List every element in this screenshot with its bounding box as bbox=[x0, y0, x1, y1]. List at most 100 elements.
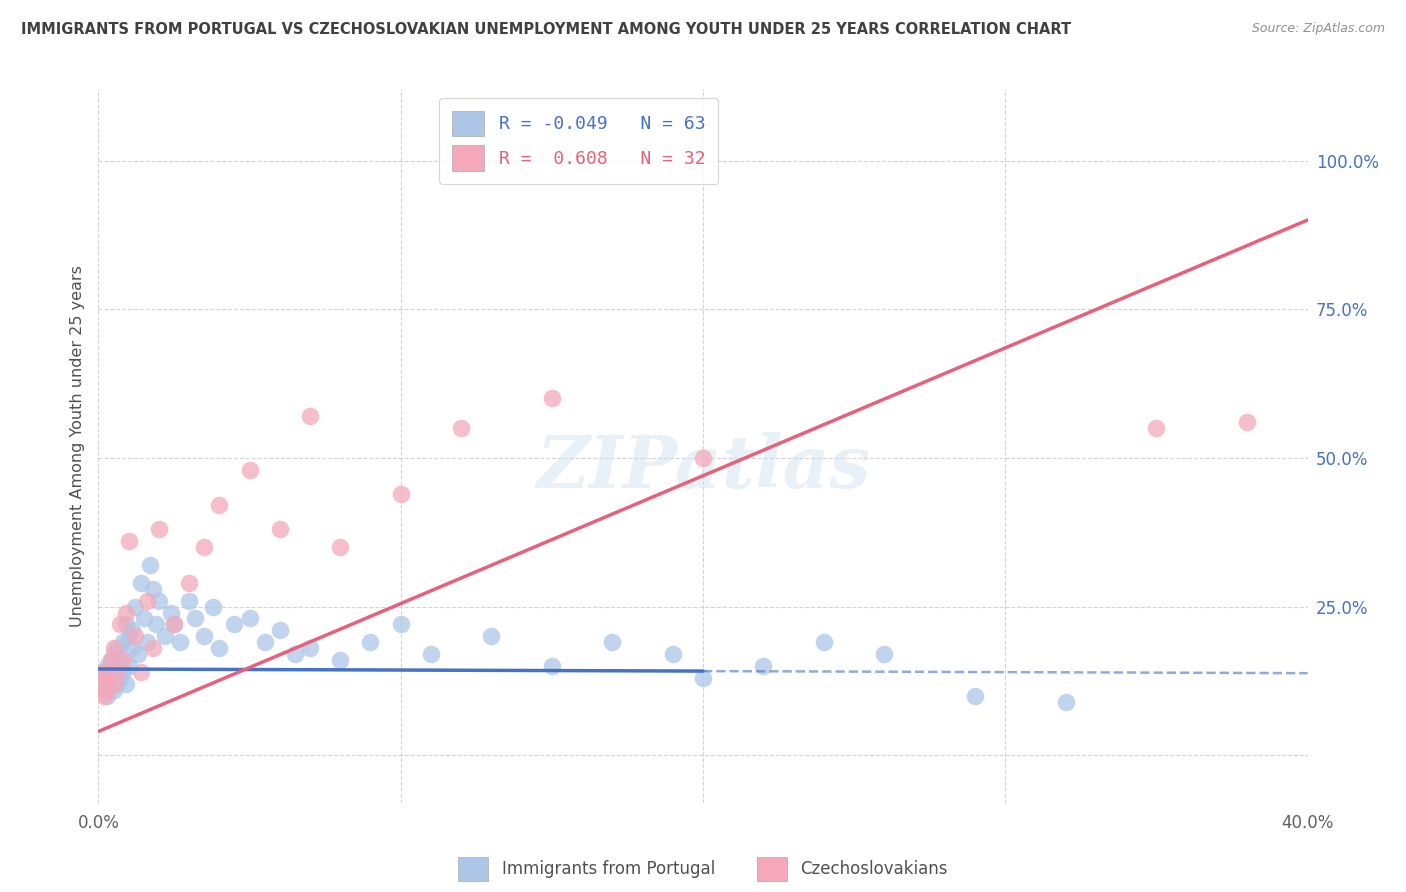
Point bbox=[121, 641, 143, 656]
Point bbox=[420, 647, 443, 661]
Point bbox=[193, 629, 215, 643]
Point bbox=[1054, 695, 1077, 709]
Point bbox=[239, 611, 262, 625]
Point bbox=[299, 409, 322, 424]
Point bbox=[135, 635, 157, 649]
Point bbox=[540, 392, 562, 406]
Point bbox=[103, 682, 125, 697]
Point bbox=[148, 522, 170, 536]
Point bbox=[100, 671, 122, 685]
Point bbox=[103, 641, 125, 656]
Point bbox=[105, 659, 128, 673]
Text: Source: ZipAtlas.com: Source: ZipAtlas.com bbox=[1251, 22, 1385, 36]
Point bbox=[169, 635, 191, 649]
Point bbox=[100, 677, 122, 691]
Point bbox=[329, 653, 352, 667]
Point bbox=[160, 606, 183, 620]
Point bbox=[450, 421, 472, 435]
Point bbox=[105, 641, 128, 656]
Point bbox=[114, 617, 136, 632]
Point bbox=[389, 486, 412, 500]
Point bbox=[93, 665, 115, 679]
Legend: Immigrants from Portugal, Czechoslovakians: Immigrants from Portugal, Czechoslovakia… bbox=[451, 850, 955, 888]
Point bbox=[96, 659, 118, 673]
Point bbox=[108, 617, 131, 632]
Point bbox=[103, 647, 125, 661]
Point bbox=[813, 635, 835, 649]
Point bbox=[662, 647, 685, 661]
Point bbox=[142, 641, 165, 656]
Point bbox=[100, 653, 122, 667]
Point bbox=[360, 635, 382, 649]
Y-axis label: Unemployment Among Youth under 25 years: Unemployment Among Youth under 25 years bbox=[69, 265, 84, 627]
Point bbox=[540, 659, 562, 673]
Point bbox=[481, 629, 503, 643]
Point bbox=[1144, 421, 1167, 435]
Point bbox=[299, 641, 322, 656]
Point bbox=[1236, 415, 1258, 429]
Point bbox=[96, 682, 118, 697]
Point bbox=[105, 677, 128, 691]
Point bbox=[96, 677, 118, 691]
Point bbox=[103, 665, 125, 679]
Point bbox=[163, 617, 186, 632]
Point bbox=[163, 617, 186, 632]
Point bbox=[208, 641, 231, 656]
Point bbox=[148, 593, 170, 607]
Point bbox=[118, 629, 141, 643]
Point bbox=[179, 593, 201, 607]
Point bbox=[100, 653, 122, 667]
Point bbox=[114, 606, 136, 620]
Point bbox=[129, 665, 152, 679]
Point bbox=[105, 665, 128, 679]
Point bbox=[93, 689, 115, 703]
Point bbox=[193, 540, 215, 554]
Point bbox=[118, 659, 141, 673]
Point bbox=[202, 599, 225, 614]
Point bbox=[103, 677, 125, 691]
Point bbox=[129, 575, 152, 590]
Point bbox=[111, 635, 134, 649]
Point bbox=[602, 635, 624, 649]
Point bbox=[90, 671, 112, 685]
Point bbox=[692, 450, 714, 465]
Point bbox=[224, 617, 246, 632]
Point bbox=[253, 635, 276, 649]
Point bbox=[752, 659, 775, 673]
Point bbox=[135, 593, 157, 607]
Point bbox=[284, 647, 307, 661]
Point bbox=[96, 671, 118, 685]
Point bbox=[269, 522, 291, 536]
Point bbox=[389, 617, 412, 632]
Point bbox=[208, 499, 231, 513]
Point bbox=[142, 582, 165, 596]
Point bbox=[329, 540, 352, 554]
Point bbox=[124, 599, 146, 614]
Point bbox=[93, 665, 115, 679]
Point bbox=[139, 558, 162, 572]
Point bbox=[96, 689, 118, 703]
Point bbox=[179, 575, 201, 590]
Point bbox=[124, 629, 146, 643]
Point bbox=[132, 611, 155, 625]
Point bbox=[111, 653, 134, 667]
Point bbox=[127, 647, 149, 661]
Point bbox=[269, 624, 291, 638]
Point bbox=[114, 677, 136, 691]
Point bbox=[184, 611, 207, 625]
Point bbox=[153, 629, 176, 643]
Point bbox=[965, 689, 987, 703]
Point bbox=[145, 617, 167, 632]
Point bbox=[111, 665, 134, 679]
Point bbox=[90, 677, 112, 691]
Text: IMMIGRANTS FROM PORTUGAL VS CZECHOSLOVAKIAN UNEMPLOYMENT AMONG YOUTH UNDER 25 YE: IMMIGRANTS FROM PORTUGAL VS CZECHOSLOVAK… bbox=[21, 22, 1071, 37]
Point bbox=[93, 682, 115, 697]
Point bbox=[692, 671, 714, 685]
Point bbox=[108, 653, 131, 667]
Point bbox=[873, 647, 896, 661]
Point bbox=[121, 624, 143, 638]
Point bbox=[118, 534, 141, 549]
Text: ZIPatlas: ZIPatlas bbox=[536, 432, 870, 503]
Point bbox=[239, 463, 262, 477]
Point bbox=[108, 671, 131, 685]
